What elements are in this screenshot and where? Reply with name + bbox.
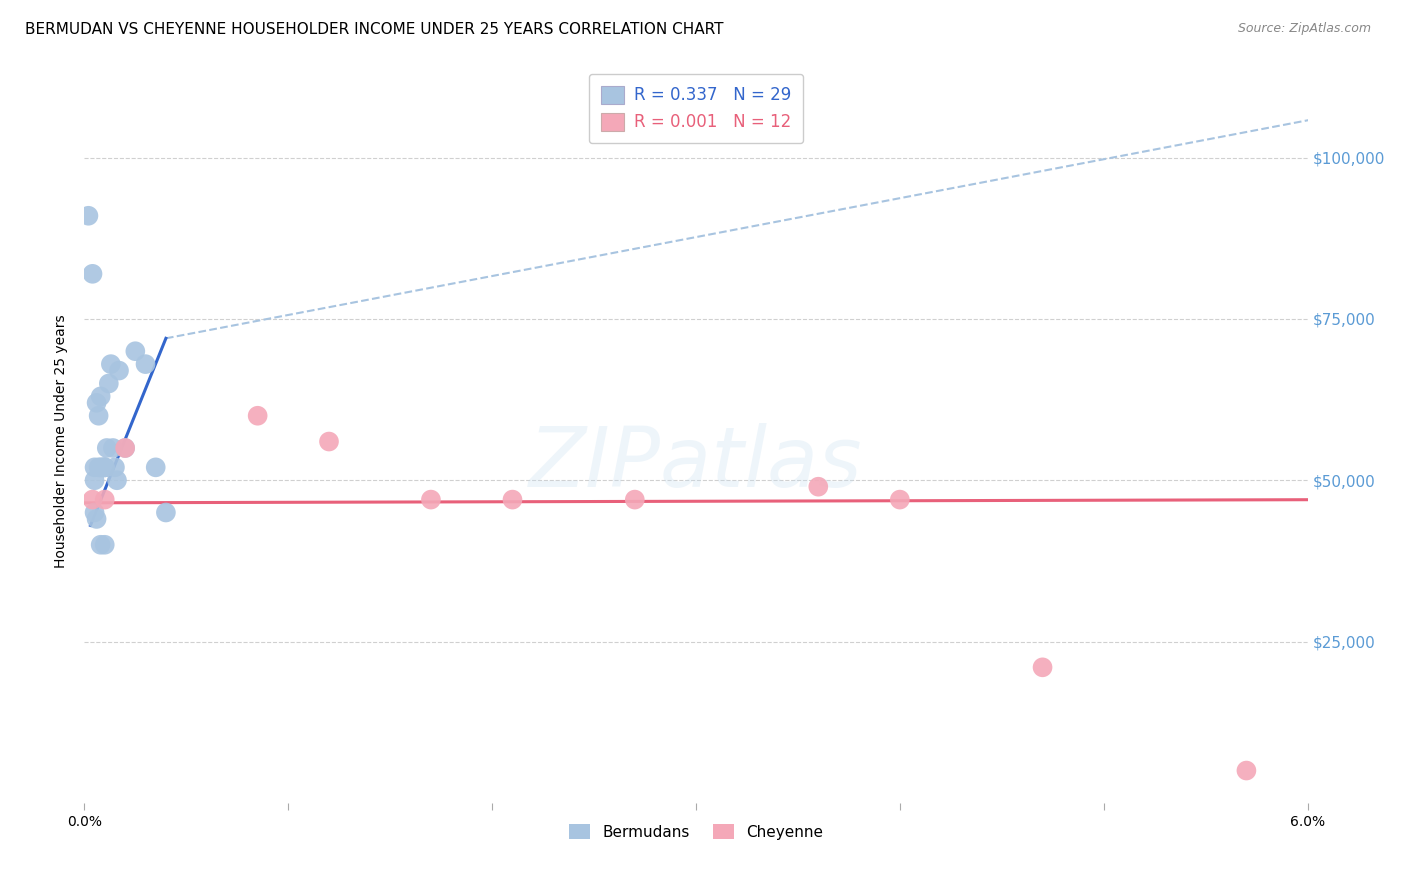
Point — [124, 344, 146, 359]
Point — [90, 538, 112, 552]
Point — [93, 460, 117, 475]
Point — [1236, 764, 1258, 778]
Point — [93, 460, 117, 475]
Point — [420, 492, 443, 507]
Text: ZIPatlas: ZIPatlas — [529, 423, 863, 504]
Point — [82, 267, 104, 281]
Point — [246, 409, 269, 423]
Point — [155, 506, 177, 520]
Point — [101, 441, 124, 455]
Point — [135, 357, 157, 371]
Point — [83, 506, 105, 520]
Point — [86, 512, 108, 526]
Point — [1032, 660, 1054, 674]
Point — [105, 473, 128, 487]
Point — [318, 434, 340, 449]
Point — [86, 396, 108, 410]
Point — [502, 492, 524, 507]
Point — [145, 460, 167, 475]
Point — [114, 441, 136, 455]
Point — [90, 389, 112, 403]
Point — [97, 376, 120, 391]
Point — [96, 441, 118, 455]
Point — [807, 480, 830, 494]
Point — [889, 492, 911, 507]
Point — [87, 460, 110, 475]
Y-axis label: Householder Income Under 25 years: Householder Income Under 25 years — [55, 315, 69, 568]
Point — [104, 460, 127, 475]
Text: Source: ZipAtlas.com: Source: ZipAtlas.com — [1237, 22, 1371, 36]
Point — [77, 209, 100, 223]
Point — [93, 492, 117, 507]
Point — [114, 441, 136, 455]
Legend: Bermudans, Cheyenne: Bermudans, Cheyenne — [562, 818, 830, 846]
Point — [100, 357, 122, 371]
Text: BERMUDAN VS CHEYENNE HOUSEHOLDER INCOME UNDER 25 YEARS CORRELATION CHART: BERMUDAN VS CHEYENNE HOUSEHOLDER INCOME … — [25, 22, 724, 37]
Point — [87, 409, 110, 423]
Point — [90, 460, 112, 475]
Point — [93, 538, 117, 552]
Point — [93, 460, 117, 475]
Point — [108, 363, 131, 377]
Point — [91, 460, 114, 475]
Point — [83, 473, 105, 487]
Point — [83, 460, 105, 475]
Point — [82, 492, 104, 507]
Point — [624, 492, 647, 507]
